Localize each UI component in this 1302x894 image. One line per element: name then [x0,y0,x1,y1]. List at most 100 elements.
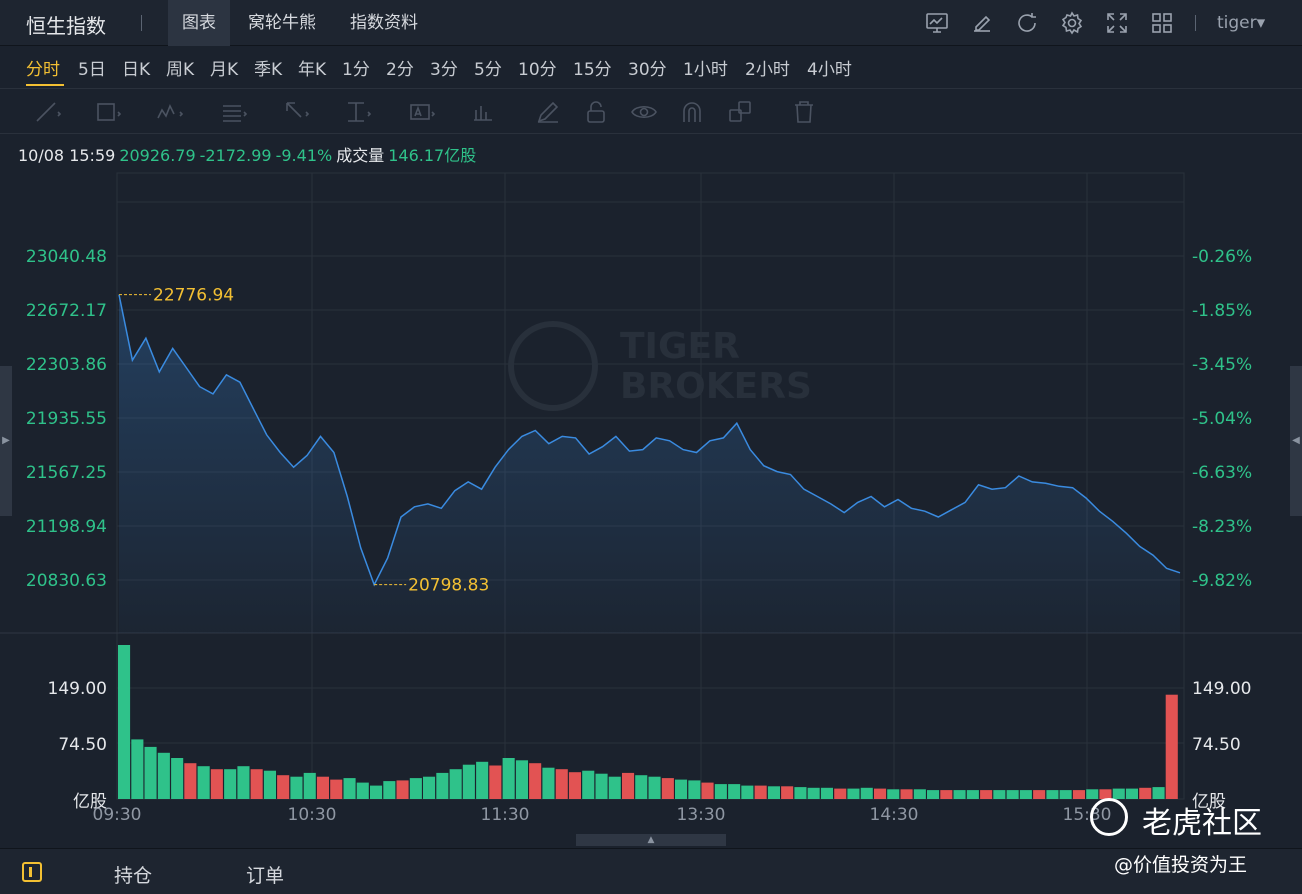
period-2m[interactable]: 2分 [386,60,414,80]
volume-bar [197,766,210,799]
y-tick-right: -9.82% [1192,571,1252,591]
period-quarter[interactable]: 季K [254,60,283,80]
volume-bar [767,786,780,799]
y-tick-left: 23040.48 [26,247,107,267]
period-30m[interactable]: 30分 [628,60,667,80]
tab-orders[interactable]: 订单 [246,865,285,887]
edit-icon[interactable] [970,11,994,35]
refresh-icon[interactable] [1015,11,1039,35]
volume-bar [489,765,502,799]
volume-bar [210,769,223,799]
user-menu[interactable]: tiger▾ [1217,13,1266,33]
tab-warrants[interactable]: 窝轮牛熊 [248,13,316,33]
y-tick-right: -3.45% [1192,355,1252,375]
volume-bar [648,776,661,799]
indicator-tool-icon[interactable] [470,98,498,126]
eye-icon[interactable] [630,98,658,126]
x-tick: 10:30 [288,805,337,825]
magnet-icon[interactable] [678,98,706,126]
period-15m[interactable]: 15分 [573,60,612,80]
period-4h[interactable]: 4小时 [807,60,852,80]
period-year[interactable]: 年K [298,60,327,80]
y-tick-right: -5.04% [1192,409,1252,429]
fib-tool-icon[interactable] [220,98,248,126]
quote-change-pct: -9.41% [275,146,333,165]
volume-bar [966,790,979,799]
volume-tick-right: 149.00 [1192,679,1251,699]
volume-bar [1046,790,1059,799]
volume-bar [1165,694,1178,799]
period-bar: 分时 5日 日K 周K 月K 季K 年K 1分 2分 3分 5分 10分 15分… [0,47,1302,87]
period-day[interactable]: 日K [122,60,151,80]
volume-bar [622,772,635,799]
volume-bar [688,780,701,799]
period-month[interactable]: 月K [210,60,239,80]
quote-datetime: 10/08 15:59 [18,146,116,165]
volume-bar [1059,790,1072,799]
pencil-icon[interactable] [534,98,562,126]
volume-bar [953,790,966,799]
period-5d[interactable]: 5日 [78,60,106,80]
period-2h[interactable]: 2小时 [745,60,790,80]
volume-bar [423,776,436,799]
left-panel-handle[interactable]: ▶ [0,366,12,516]
chart-icon[interactable] [925,11,949,35]
tab-chart[interactable]: 图表 [168,0,230,46]
volume-bar [383,781,396,799]
volume-bar [675,779,688,799]
right-panel-handle[interactable]: ◀ [1290,366,1302,516]
clone-icon[interactable] [726,98,754,126]
measure-tool-icon[interactable] [344,98,372,126]
tab-index-info[interactable]: 指数资料 [350,13,418,33]
period-5m[interactable]: 5分 [474,60,502,80]
line-tool-icon[interactable] [34,98,62,126]
period-3m[interactable]: 3分 [430,60,458,80]
price-area [119,294,1180,633]
volume-bar [118,645,131,799]
volume-bar [171,758,184,799]
y-tick-right: -8.23% [1192,517,1252,537]
volume-bar [343,778,356,799]
volume-bar [900,789,913,799]
grid-icon[interactable] [1150,11,1174,35]
author-watermark: @价值投资为王 [1114,854,1248,876]
period-week[interactable]: 周K [166,60,195,80]
volume-bar [582,770,595,799]
volume-bar [568,772,581,799]
arrow-tool-icon[interactable] [282,98,310,126]
rect-tool-icon[interactable] [94,98,122,126]
period-1h[interactable]: 1小时 [683,60,728,80]
trash-icon[interactable] [790,98,818,126]
volume-bar [993,790,1006,799]
volume-tick-left: 74.50 [58,735,107,755]
volume-bar [316,776,329,799]
quote-volume: 146.17亿股 [388,146,477,165]
volume-bar [1072,790,1085,799]
volume-bar [820,787,833,799]
lock-icon[interactable] [582,98,610,126]
text-tool-icon[interactable] [408,98,436,126]
tab-positions[interactable]: 持仓 [114,865,153,887]
period-intraday[interactable]: 分时 [26,60,60,80]
y-tick-left: 21935.55 [26,409,107,429]
volume-bar [436,772,449,799]
period-1m[interactable]: 1分 [342,60,370,80]
active-period-indicator [26,84,64,86]
volume-bar [144,746,157,799]
volume-bar [860,787,873,799]
brand-watermark: TIGER BROKERS [508,321,812,411]
y-tick-left: 22303.86 [26,355,107,375]
volume-bar [263,770,276,799]
panel-toggle-icon[interactable] [22,862,42,882]
pattern-tool-icon[interactable] [156,98,184,126]
y-tick-left: 20830.63 [26,571,107,591]
y-tick-left: 21567.25 [26,463,107,483]
bottom-panel-handle[interactable]: ▲ [576,834,726,846]
fullscreen-icon[interactable] [1105,11,1129,35]
volume-tick-right: 74.50 [1192,735,1241,755]
period-10m[interactable]: 10分 [518,60,557,80]
volume-bar [277,775,290,799]
gear-icon[interactable] [1060,11,1084,35]
x-tick: 13:30 [677,805,726,825]
